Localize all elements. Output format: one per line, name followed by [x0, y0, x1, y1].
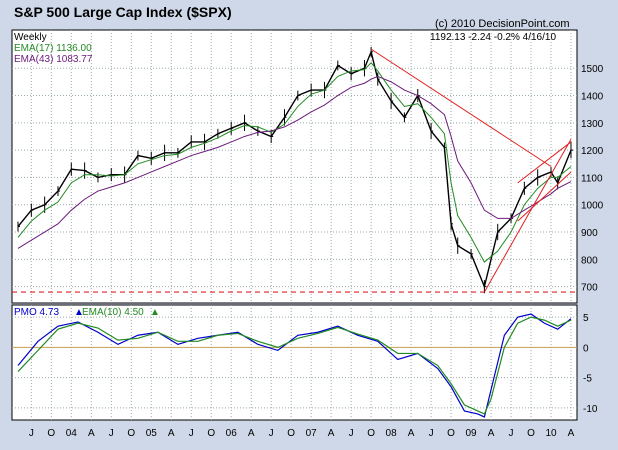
x-tick-label: A: [568, 428, 575, 439]
y-tick-label: 1300: [581, 119, 604, 130]
x-tick-label: O: [47, 428, 55, 439]
copyright-text: (c) 2010 DecisionPoint.com: [435, 18, 570, 30]
x-tick-label: 04: [66, 428, 78, 439]
y-tick-label: 700: [581, 283, 598, 294]
x-tick-label: O: [287, 428, 295, 439]
pmo-signal-line: [17, 316, 572, 415]
x-tick-label: 06: [226, 428, 238, 439]
x-tick-label: 07: [306, 428, 318, 439]
y-tick-label: 800: [581, 255, 598, 266]
y-tick-label: 1200: [581, 146, 604, 157]
pmo-line: [17, 313, 572, 418]
axes: J O 04 A J O 05 A J O 06 A J O 07 A J O 08 A J O 09 A J O 10 A70080…: [29, 64, 604, 439]
chart-title: S&P 500 Large Cap Index ($SPX): [14, 4, 232, 20]
x-tick-label: 08: [386, 428, 398, 439]
y-tick-label: 900: [581, 228, 598, 239]
x-tick-label: J: [509, 428, 514, 439]
price-plot: [12, 46, 577, 294]
x-tick-label: O: [367, 428, 375, 439]
x-tick-label: O: [127, 428, 135, 439]
period-label: Weekly: [14, 32, 47, 43]
ema10-arrow-icon: ▲: [150, 307, 160, 318]
x-tick-label: A: [248, 428, 255, 439]
x-tick-label: J: [429, 428, 434, 439]
quote-readout: 1192.13 -2.24 -0.2% 4/16/10: [430, 32, 556, 43]
y-tick-label: 1400: [581, 92, 604, 103]
legend-ema17: EMA(17) 1136.00: [14, 43, 92, 54]
x-tick-label: A: [408, 428, 415, 439]
x-tick-label: O: [527, 428, 535, 439]
x-tick-label: J: [269, 428, 274, 439]
legend-pmo: PMO 4.73: [14, 307, 59, 318]
x-tick-label: 10: [545, 428, 557, 439]
y-tick-label: 1000: [581, 201, 604, 212]
y-tick-label: 1500: [581, 64, 604, 75]
price-panel: [11, 29, 578, 304]
pmo-y-tick-label: -10: [583, 404, 598, 415]
x-tick-label: J: [29, 428, 34, 439]
x-tick-label: O: [207, 428, 215, 439]
x-tick-label: 05: [146, 428, 158, 439]
price-line: [17, 49, 572, 289]
trendline: [370, 48, 552, 167]
pmo-arrow-icon: ▲: [74, 307, 84, 318]
pmo-y-tick-label: 5: [583, 313, 589, 324]
x-tick-label: 09: [465, 428, 477, 439]
trendline: [517, 141, 572, 184]
legend-ema43: EMA(43) 1083.77: [14, 54, 93, 65]
x-tick-label: A: [328, 428, 335, 439]
pmo-y-tick-label: -5: [583, 374, 592, 385]
legend-ema10: EMA(10) 4.50: [82, 307, 144, 318]
x-tick-label: J: [349, 428, 354, 439]
y-tick-label: 1100: [581, 173, 603, 184]
x-tick-label: O: [447, 428, 455, 439]
ema17-line: [17, 62, 572, 263]
x-tick-label: J: [189, 428, 194, 439]
x-tick-label: A: [488, 428, 495, 439]
trendline: [517, 171, 572, 222]
ema43-line: [17, 75, 572, 249]
x-tick-label: J: [109, 428, 114, 439]
pmo-plot: [17, 313, 572, 418]
x-tick-label: A: [168, 428, 175, 439]
price-grid: [12, 30, 577, 303]
pmo-grid: [12, 305, 577, 420]
x-tick-label: A: [88, 428, 95, 439]
trendline: [483, 138, 572, 293]
pmo-panel: [11, 304, 578, 421]
pmo-y-tick-label: 0: [583, 343, 589, 354]
